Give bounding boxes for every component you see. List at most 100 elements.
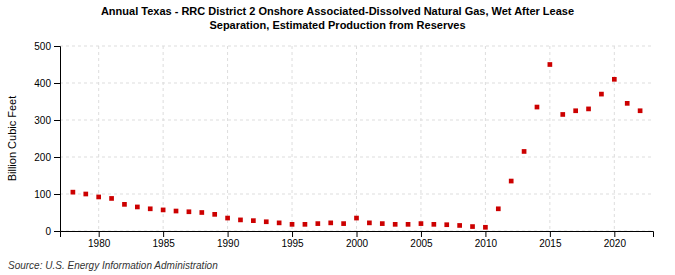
point: [548, 62, 553, 67]
point: [290, 222, 295, 227]
tick-label: 1990: [217, 238, 240, 249]
point: [367, 221, 372, 226]
point: [625, 101, 630, 106]
tick: 1990: [217, 231, 240, 249]
tick-mark: [357, 231, 358, 237]
x-axis: 1980 1985 1990 1995 2000 2005 2010 2015 2020: [61, 231, 654, 249]
tick-label: 1985: [153, 238, 176, 249]
title-line: Annual Texas - RRC District 2 Onshore As…: [101, 5, 574, 17]
grid-line: [60, 83, 653, 84]
point: [238, 218, 243, 223]
grid-line: [60, 194, 653, 195]
tick: 2010: [475, 231, 498, 249]
tick-label: 300: [34, 115, 51, 126]
point: [354, 216, 359, 221]
point: [199, 210, 204, 215]
tick-mark: [163, 231, 164, 237]
point: [522, 149, 527, 154]
point: [444, 222, 449, 227]
point: [457, 223, 462, 228]
point: [599, 92, 604, 97]
title: Annual Texas - RRC District 2 Onshore As…: [101, 5, 574, 31]
point: [483, 225, 488, 230]
point: [509, 179, 514, 184]
tick-label: 1980: [88, 238, 111, 249]
tick-mark: [421, 231, 422, 237]
point: [328, 221, 333, 226]
tick: 400: [34, 78, 60, 89]
grid-line: [485, 46, 486, 231]
point: [225, 216, 230, 221]
title-line: Separation, Estimated Production from Re…: [209, 19, 465, 31]
point: [470, 224, 475, 229]
axis-line: [61, 232, 654, 238]
tick-label: 100: [34, 189, 51, 200]
point: [135, 205, 140, 210]
tick-label: 2000: [346, 238, 369, 249]
point: [432, 222, 437, 227]
tick-mark: [99, 231, 100, 237]
chart: 1980 1985 1990 1995 2000 2005 2010 2015 2020 0 100…: [0, 0, 675, 275]
tick: 2005: [410, 231, 433, 249]
tick-mark: [54, 46, 60, 47]
tick-mark: [54, 157, 60, 158]
tick-label: 0: [45, 226, 51, 237]
point: [380, 221, 385, 226]
point: [251, 218, 256, 223]
point: [71, 190, 76, 195]
point: [586, 107, 591, 112]
tick: 200: [34, 152, 60, 163]
tick-label: 500: [34, 41, 51, 52]
tick-mark: [292, 231, 293, 237]
tick: 1995: [281, 231, 304, 249]
tick: 2015: [539, 231, 562, 249]
point: [406, 222, 411, 227]
y-axis-title: Billion Cubic Feet: [6, 96, 18, 182]
point: [560, 112, 565, 117]
point: [264, 219, 269, 224]
point: [535, 105, 540, 110]
y-axis: 0 100 200 300 400 500: [34, 41, 60, 237]
grid-line: [60, 120, 653, 121]
tick-label: 200: [34, 152, 51, 163]
tick-mark: [54, 83, 60, 84]
point: [109, 196, 114, 201]
grid-line: [98, 46, 99, 231]
point: [573, 108, 578, 113]
tick: 1985: [153, 231, 176, 249]
point: [393, 222, 398, 227]
tick-label: 2010: [475, 238, 498, 249]
point: [612, 77, 617, 82]
tick-label: 400: [34, 78, 51, 89]
grid-line: [60, 46, 653, 47]
tick-label: 2005: [410, 238, 433, 249]
grid-line: [163, 46, 164, 231]
grid-line: [549, 46, 550, 231]
tick: 300: [34, 115, 60, 126]
tick-mark: [54, 120, 60, 121]
tick: 2000: [346, 231, 369, 249]
tick: 1980: [88, 231, 111, 249]
axis-line: [54, 47, 61, 232]
grid-line: [60, 157, 653, 158]
tick-mark: [228, 231, 229, 237]
tick-mark: [614, 231, 615, 237]
tick-label: 2020: [604, 238, 627, 249]
annotation: Source: U.S. Energy Information Administ…: [8, 260, 218, 271]
grid-line: [227, 46, 228, 231]
tick-mark: [54, 231, 60, 232]
point: [161, 208, 166, 213]
grid: [60, 46, 653, 231]
point: [83, 192, 88, 197]
grid-line: [614, 46, 615, 231]
tick: 2020: [604, 231, 627, 249]
tick: 0: [45, 226, 60, 237]
point: [148, 206, 153, 211]
point: [96, 195, 101, 200]
tick: 500: [34, 41, 60, 52]
point: [638, 108, 643, 113]
grid-line: [356, 46, 357, 231]
point: [187, 209, 192, 214]
point: [315, 221, 320, 226]
point: [174, 209, 179, 214]
